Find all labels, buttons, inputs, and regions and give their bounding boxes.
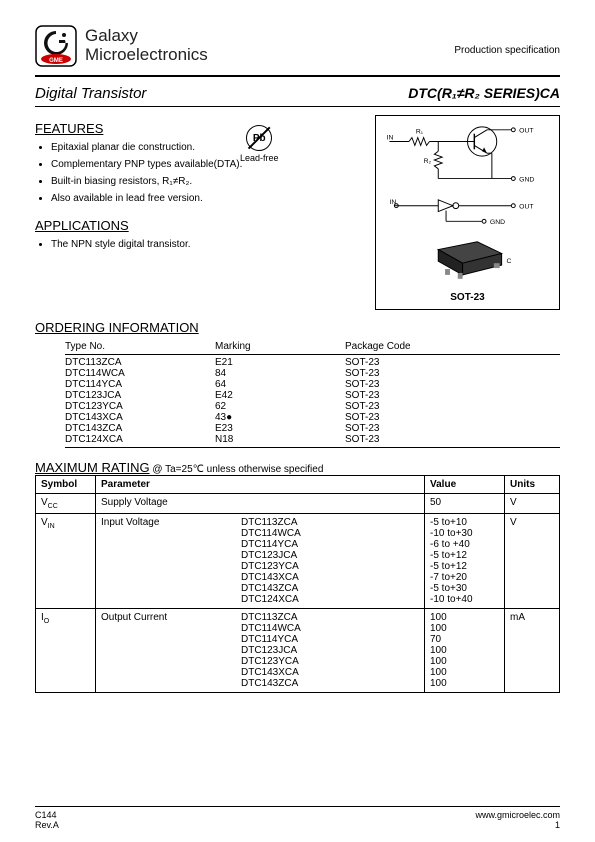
title-row: Digital Transistor DTC(R₁≠R₂ SERIES)CA [35, 85, 560, 102]
ordering-row: DTC124XCAN18SOT-23 [65, 434, 560, 445]
rating-row: VCCSupply Voltage50V [36, 494, 560, 514]
ordering-heading: ORDERING INFORMATION [35, 320, 560, 335]
ordering-row: DTC143XCA43●SOT-23 [65, 412, 560, 423]
package-sot23-icon: C [382, 232, 553, 286]
maxrating-table: Symbol Parameter Value Units VCCSupply V… [35, 475, 560, 693]
package-label: SOT-23 [382, 292, 553, 303]
maxrating-heading: MAXIMUM RATING [35, 460, 150, 475]
application-item: The NPN style digital transistor. [51, 239, 365, 250]
doc-subtitle: Digital Transistor [35, 85, 146, 102]
ordering-row: DTC114YCA64SOT-23 [65, 379, 560, 390]
footer-pageno: 1 [475, 820, 560, 830]
feature-item: Epitaxial planar die construction. [51, 142, 365, 153]
feature-item: Also available in lead free version. [51, 193, 365, 204]
logo-block: GME Galaxy Microelectronics [35, 25, 208, 67]
col-units: Units [505, 476, 560, 494]
company-logo-icon: GME [35, 25, 77, 67]
footer-docid: C144 [35, 810, 59, 820]
company-line1: Galaxy [85, 27, 208, 46]
svg-text:C: C [507, 259, 512, 266]
svg-text:OUT: OUT [519, 128, 533, 135]
pb-icon: Pb [246, 125, 272, 151]
pb-label: Lead-free [240, 153, 279, 163]
schematic-simplified-icon: IN OUT GND [382, 194, 553, 228]
ordering-row: DTC114WCA84SOT-23 [65, 368, 560, 379]
schematic-box: IN R₁ R₂ OUT [375, 115, 560, 310]
svg-text:GND: GND [519, 176, 534, 183]
leadfree-badge: Pb Lead-free [240, 125, 279, 163]
svg-text:R₂: R₂ [424, 158, 432, 165]
company-name: Galaxy Microelectronics [85, 27, 208, 64]
feature-item: Complementary PNP types available(DTA). [51, 159, 365, 170]
title-rule [35, 106, 560, 107]
svg-text:IN: IN [387, 135, 394, 142]
ord-col-marking: Marking [215, 341, 345, 352]
features-heading: FEATURES [35, 121, 365, 136]
feature-item: Built-in biasing resistors, R₁≠R₂. [51, 176, 365, 187]
ord-col-package: Package Code [345, 341, 475, 352]
page-header: GME Galaxy Microelectronics Production s… [35, 25, 560, 67]
svg-text:IN: IN [390, 199, 397, 206]
applications-list: The NPN style digital transistor. [51, 239, 365, 250]
svg-text:OUT: OUT [519, 204, 533, 211]
svg-text:GME: GME [49, 58, 63, 64]
col-param: Parameter [96, 476, 425, 494]
footer-rev: Rev.A [35, 820, 59, 830]
features-list: Epitaxial planar die construction. Compl… [51, 142, 365, 204]
schematic-circuit-icon: IN R₁ R₂ OUT [382, 122, 553, 190]
header-rule [35, 75, 560, 77]
rating-row: VINInput VoltageDTC113ZCADTC114WCADTC114… [36, 514, 560, 609]
maxrating-cond: @ Ta=25℃ unless otherwise specified [152, 464, 323, 475]
footer-url: www.gmicroelec.com [475, 810, 560, 820]
ordering-table: Type No. Marking Package Code DTC113ZCAE… [65, 341, 560, 448]
doc-partno: DTC(R₁≠R₂ SERIES)CA [408, 85, 560, 101]
ordering-row: DTC123JCAE42SOT-23 [65, 390, 560, 401]
page-footer: C144 Rev.A www.gmicroelec.com 1 [35, 806, 560, 830]
col-value: Value [425, 476, 505, 494]
ord-col-type: Type No. [65, 341, 215, 352]
rating-row: IOOutput CurrentDTC113ZCADTC114WCADTC114… [36, 609, 560, 693]
prod-spec-label: Production specification [454, 45, 560, 56]
svg-text:GND: GND [490, 219, 505, 226]
applications-heading: APPLICATIONS [35, 218, 365, 233]
col-symbol: Symbol [36, 476, 96, 494]
ordering-row: DTC113ZCAE21SOT-23 [65, 357, 560, 368]
company-line2: Microelectronics [85, 46, 208, 65]
ordering-row: DTC123YCA62SOT-23 [65, 401, 560, 412]
ordering-row: DTC143ZCAE23SOT-23 [65, 423, 560, 434]
svg-text:R₁: R₁ [416, 129, 424, 136]
